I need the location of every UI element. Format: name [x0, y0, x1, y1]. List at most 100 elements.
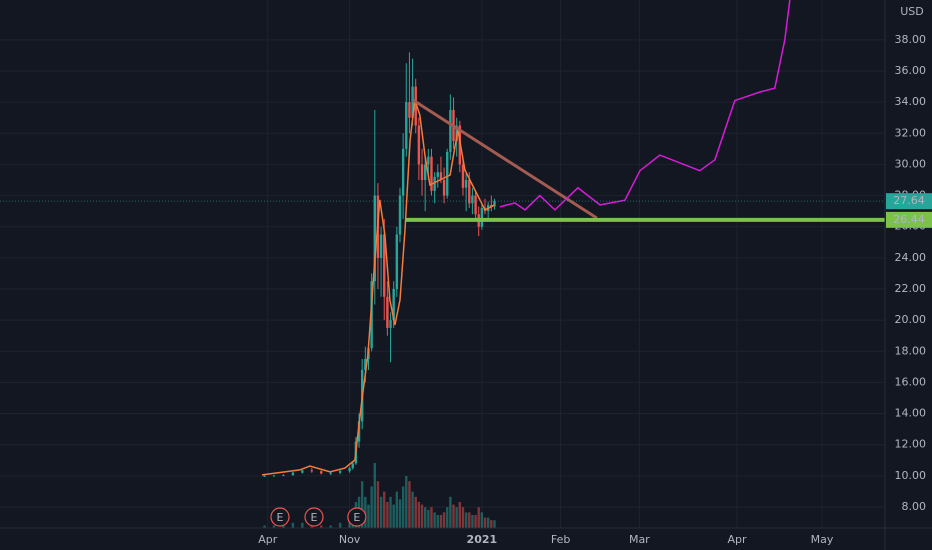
- earnings-label: E: [353, 511, 360, 524]
- volume-bar: [291, 522, 295, 528]
- candle-body: [439, 172, 443, 180]
- candle-body: [433, 176, 436, 191]
- candle-body: [414, 86, 417, 126]
- candle-body: [490, 204, 493, 207]
- candle-body: [464, 179, 468, 188]
- x-tick-label: Mar: [629, 533, 650, 546]
- candle-body: [301, 470, 304, 473]
- last-price-tag: [886, 193, 932, 210]
- candle-body: [446, 151, 449, 196]
- y-tick-label: 8.00: [902, 500, 927, 513]
- y-tick-label: 24.00: [895, 251, 927, 264]
- candle-body: [401, 148, 405, 196]
- volume-bar: [483, 517, 487, 528]
- volume-bar: [486, 517, 490, 528]
- candle-body: [364, 359, 367, 370]
- candle-body: [389, 320, 392, 328]
- candle-body: [282, 475, 285, 477]
- volume-bar: [405, 476, 408, 528]
- volume-bar: [338, 522, 342, 528]
- candle-body: [383, 234, 386, 297]
- candle-body: [480, 208, 484, 227]
- candle-body: [357, 421, 361, 442]
- candle-body: [263, 475, 266, 477]
- volume-bar: [480, 512, 484, 528]
- volume-bar: [436, 515, 439, 528]
- candle-body: [423, 164, 427, 180]
- y-tick-label: 20.00: [895, 313, 927, 326]
- candle-body: [310, 470, 313, 472]
- volume-bar: [446, 507, 449, 528]
- earnings-marker: [270, 507, 290, 527]
- volume-bar: [455, 507, 458, 528]
- candle-body: [411, 86, 414, 118]
- volume-bar: [490, 520, 493, 528]
- earnings-label: E: [277, 511, 284, 524]
- y-tick-label: 14.00: [895, 407, 927, 420]
- candle-body: [427, 156, 430, 165]
- moving-average: [261, 99, 496, 476]
- volume-bar: [423, 507, 427, 528]
- volume-bar: [386, 502, 389, 528]
- candle-body: [379, 234, 383, 258]
- volume-bar: [348, 520, 351, 528]
- volume-bar: [414, 496, 417, 528]
- y-tick-label: 18.00: [895, 344, 927, 357]
- candle-body: [398, 195, 402, 235]
- y-tick-label: 10.00: [895, 469, 927, 482]
- candle-body: [348, 468, 351, 472]
- volume-bar: [301, 522, 304, 528]
- y-tick-label: 12.00: [895, 438, 927, 451]
- candle-body: [338, 471, 342, 473]
- candle-body: [320, 471, 323, 474]
- candle-body: [461, 164, 465, 188]
- candle-body: [430, 156, 433, 191]
- volume-bar: [442, 512, 446, 528]
- volume-bar: [458, 502, 462, 528]
- volume-bar: [376, 481, 380, 528]
- y-tick-label: 34.00: [895, 95, 927, 108]
- candle-body: [436, 172, 439, 177]
- x-tick-label: Apr: [727, 533, 747, 546]
- candle-body: [386, 296, 389, 328]
- candle-body: [272, 475, 276, 477]
- candle-body: [471, 195, 474, 204]
- volume-bar: [417, 502, 421, 528]
- earnings-label: E: [311, 511, 318, 524]
- candle-body: [420, 164, 424, 180]
- y-tick-label: 32.00: [895, 126, 927, 139]
- volume-bar: [420, 504, 424, 528]
- volume-bar: [373, 463, 376, 528]
- candle-body: [493, 201, 496, 207]
- y-tick-label: 16.00: [895, 375, 927, 388]
- volume-bar: [320, 525, 323, 528]
- volume-bar: [389, 496, 392, 528]
- candle-body: [395, 234, 399, 289]
- volume-bar: [383, 491, 386, 528]
- grid: [0, 0, 885, 528]
- volume-bar: [367, 504, 370, 528]
- candle-body: [291, 472, 295, 476]
- volume-bar: [452, 504, 455, 528]
- candle-body: [392, 288, 395, 321]
- candle-body: [417, 125, 421, 165]
- x-tick-label: Feb: [551, 533, 570, 546]
- projection: [499, 0, 791, 211]
- volume-bar: [401, 486, 405, 528]
- volume-bar: [379, 496, 383, 528]
- earnings-marker: [347, 507, 367, 527]
- x-tick-label: May: [811, 533, 834, 546]
- volume-bar: [329, 525, 332, 528]
- support-label: 26.44: [893, 213, 925, 226]
- candle-body: [405, 102, 408, 149]
- volume-bar: [474, 515, 477, 528]
- candle-body: [468, 179, 471, 204]
- volume-bar: [433, 512, 436, 528]
- volume-bar: [477, 507, 480, 528]
- volume-bar: [398, 499, 402, 528]
- candle-body: [474, 195, 477, 215]
